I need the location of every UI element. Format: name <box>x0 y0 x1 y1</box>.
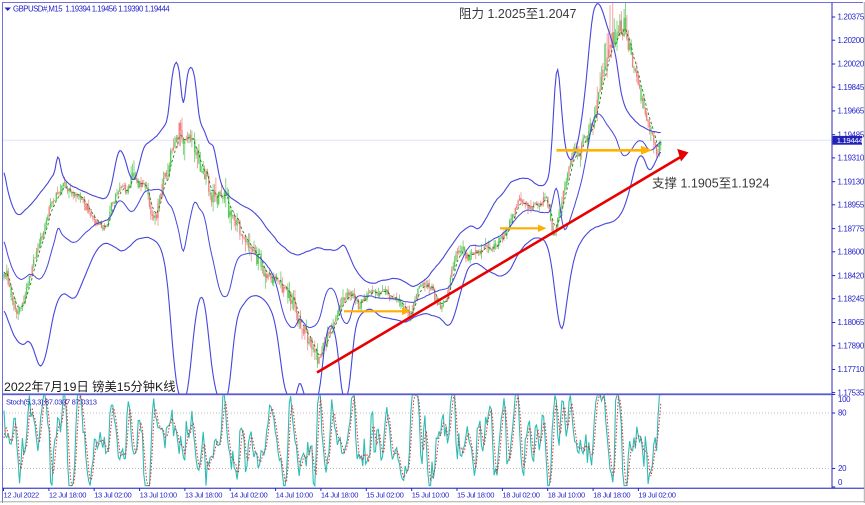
svg-text:1.17535: 1.17535 <box>838 388 865 397</box>
svg-text:1.20375: 1.20375 <box>838 13 865 22</box>
svg-text:1.18775: 1.18775 <box>838 224 865 233</box>
svg-text:阻力 1.2025至1.2047: 阻力 1.2025至1.2047 <box>459 7 576 21</box>
svg-text:12 Jul 2022: 12 Jul 2022 <box>4 491 40 500</box>
svg-text:1.19130: 1.19130 <box>838 177 865 186</box>
svg-text:0: 0 <box>838 478 843 487</box>
svg-text:1.19845: 1.19845 <box>838 83 865 92</box>
svg-text:1.18420: 1.18420 <box>838 271 865 280</box>
svg-text:Stoch(5,3,3) 87.0307 87.0313: Stoch(5,3,3) 87.0307 87.0313 <box>6 398 97 407</box>
svg-text:1.20020: 1.20020 <box>838 60 865 69</box>
svg-text:14 Jul 02:00: 14 Jul 02:00 <box>230 491 267 500</box>
svg-text:2022年7月19日 镑美15分钟K线: 2022年7月19日 镑美15分钟K线 <box>4 379 176 394</box>
svg-text:1.19444: 1.19444 <box>837 136 863 145</box>
svg-text:15 Jul 02:00: 15 Jul 02:00 <box>366 491 403 500</box>
svg-text:1.18600: 1.18600 <box>838 248 865 257</box>
svg-text:1.17710: 1.17710 <box>838 365 865 374</box>
svg-text:12 Jul 18:00: 12 Jul 18:00 <box>49 491 86 500</box>
svg-text:1.17890: 1.17890 <box>838 341 865 350</box>
svg-text:19 Jul 02:00: 19 Jul 02:00 <box>638 491 675 500</box>
svg-text:1.19485: 1.19485 <box>838 130 865 139</box>
svg-text:GBPUSD#,M15 1.19394 1.19456 1: GBPUSD#,M15 1.19394 1.19456 1.19390 1.19… <box>13 5 170 14</box>
svg-text:18 Jul 18:00: 18 Jul 18:00 <box>593 491 630 500</box>
svg-text:15 Jul 18:00: 15 Jul 18:00 <box>457 491 494 500</box>
svg-text:1.18065: 1.18065 <box>838 318 865 327</box>
svg-text:14 Jul 18:00: 14 Jul 18:00 <box>321 491 358 500</box>
svg-text:20: 20 <box>838 464 847 473</box>
svg-text:1.20200: 1.20200 <box>838 36 865 45</box>
svg-text:1.19665: 1.19665 <box>838 107 865 116</box>
svg-text:14 Jul 10:00: 14 Jul 10:00 <box>276 491 313 500</box>
svg-text:18 Jul 02:00: 18 Jul 02:00 <box>502 491 539 500</box>
svg-text:100: 100 <box>838 395 851 404</box>
svg-text:1.19310: 1.19310 <box>838 154 865 163</box>
svg-text:支撑 1.1905至1.1924: 支撑 1.1905至1.1924 <box>652 176 769 191</box>
svg-text:13 Jul 18:00: 13 Jul 18:00 <box>185 491 222 500</box>
svg-text:13 Jul 02:00: 13 Jul 02:00 <box>94 491 131 500</box>
svg-text:15 Jul 10:00: 15 Jul 10:00 <box>412 491 449 500</box>
svg-text:1.18955: 1.18955 <box>838 201 865 210</box>
svg-text:80: 80 <box>838 409 847 418</box>
svg-text:18 Jul 10:00: 18 Jul 10:00 <box>548 491 585 500</box>
svg-text:1.18245: 1.18245 <box>838 294 865 303</box>
svg-text:13 Jul 10:00: 13 Jul 10:00 <box>140 491 177 500</box>
